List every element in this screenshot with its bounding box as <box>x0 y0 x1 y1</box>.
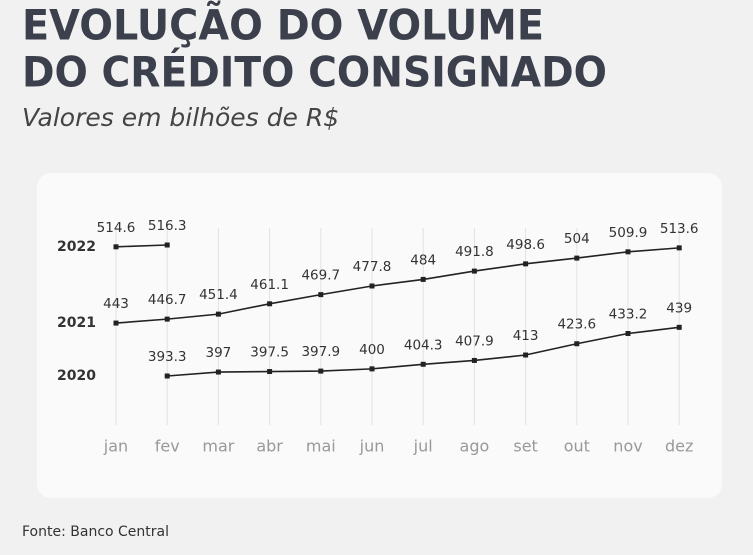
x-tick-label: jan <box>103 437 128 456</box>
point-marker <box>676 324 682 330</box>
x-tick-label: mar <box>202 437 234 456</box>
point-marker <box>625 249 631 255</box>
point-marker <box>267 301 273 307</box>
data-label: 413 <box>513 328 539 344</box>
point-marker <box>113 320 119 326</box>
point-marker <box>369 283 375 289</box>
x-tick-label: nov <box>613 437 642 456</box>
data-label: 491.8 <box>455 244 494 260</box>
data-label: 504 <box>564 231 590 247</box>
point-marker <box>369 366 375 372</box>
data-label: 516.3 <box>148 218 187 234</box>
data-label: 443 <box>103 296 129 312</box>
data-label: 400 <box>359 342 385 358</box>
point-marker <box>164 373 170 379</box>
data-label: 477.8 <box>353 259 392 275</box>
title-line: DO CRÉDITO CONSIGNADO <box>22 47 607 97</box>
point-marker <box>420 276 426 282</box>
x-tick-label: out <box>564 437 590 456</box>
series-line <box>115 244 168 248</box>
point-marker <box>215 311 221 317</box>
series-line <box>115 247 680 324</box>
x-tick-label: abr <box>256 437 283 456</box>
data-label: 469.7 <box>301 268 340 284</box>
data-label: 513.6 <box>660 221 699 237</box>
point-marker <box>420 361 426 367</box>
data-label: 461.1 <box>250 277 289 293</box>
data-label: 397.5 <box>250 345 289 361</box>
point-marker <box>574 255 580 261</box>
data-label: 423.6 <box>557 317 596 333</box>
data-label: 433.2 <box>609 307 648 323</box>
point-marker <box>113 244 119 250</box>
x-tick-label: jul <box>413 437 433 456</box>
point-marker <box>625 331 631 337</box>
point-marker <box>318 292 324 298</box>
data-label: 397.9 <box>301 344 340 360</box>
data-label: 514.6 <box>97 220 136 236</box>
point-marker <box>676 245 682 251</box>
data-label: 404.3 <box>404 337 443 353</box>
x-tick-label: set <box>513 437 537 456</box>
point-marker <box>215 369 221 375</box>
series-name: 2022 <box>57 239 96 255</box>
subtitle: Valores em bilhões de R$ <box>22 103 339 132</box>
x-tick-label: dez <box>665 437 693 456</box>
x-tick-label: jun <box>359 437 385 456</box>
data-label: 439 <box>666 300 692 316</box>
data-label: 509.9 <box>609 225 648 241</box>
data-label: 484 <box>410 252 436 268</box>
data-label: 498.6 <box>506 237 545 253</box>
source: Fonte: Banco Central <box>22 524 169 540</box>
x-tick-label: fev <box>155 437 180 456</box>
data-label: 393.3 <box>148 349 187 365</box>
series-name: 2020 <box>57 368 96 384</box>
point-marker <box>574 341 580 347</box>
x-tick-label: mai <box>306 437 336 456</box>
series-name: 2021 <box>57 315 96 331</box>
card <box>37 173 722 498</box>
point-marker <box>267 369 273 375</box>
point-marker <box>164 316 170 322</box>
point-marker <box>523 261 529 267</box>
data-label: 397 <box>206 345 232 361</box>
title-line: EVOLUÇÃO DO VOLUME <box>22 0 544 50</box>
point-marker <box>471 357 477 363</box>
point-marker <box>471 268 477 274</box>
data-label: 446.7 <box>148 292 187 308</box>
data-label: 407.9 <box>455 333 494 349</box>
point-marker <box>523 352 529 358</box>
point-marker <box>318 368 324 374</box>
x-tick-label: ago <box>460 437 490 456</box>
data-label: 451.4 <box>199 287 238 303</box>
point-marker <box>164 242 170 248</box>
